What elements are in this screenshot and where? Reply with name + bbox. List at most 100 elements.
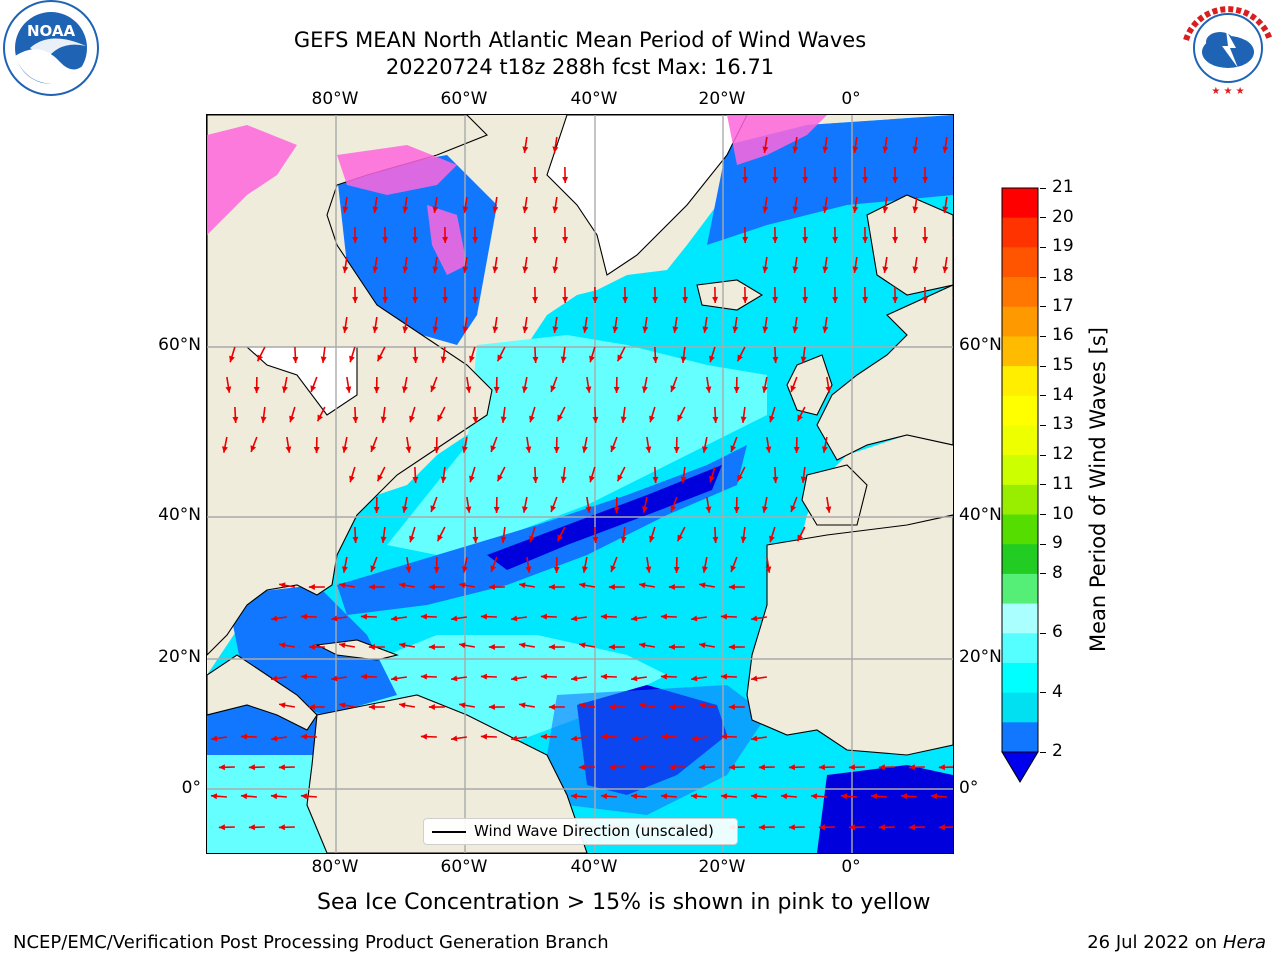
wind-wave-arrow-head bbox=[550, 505, 557, 512]
wind-wave-arrow-head bbox=[699, 642, 706, 649]
wind-wave-arrow-head bbox=[308, 584, 315, 591]
wind-wave-arrow-head bbox=[673, 566, 680, 573]
wind-wave-arrow-head bbox=[352, 536, 359, 543]
wind-wave-arrow-head bbox=[832, 176, 839, 183]
wind-wave-arrow-head bbox=[532, 476, 539, 483]
wind-wave-arrow-head bbox=[608, 764, 615, 771]
colorbar-bin bbox=[1002, 484, 1038, 516]
colorbar-tick-label: 15 bbox=[1052, 355, 1074, 376]
wind-wave-arrow-head bbox=[589, 475, 595, 483]
wind-wave-arrow-head bbox=[712, 296, 719, 303]
wind-wave-arrow-head bbox=[271, 615, 278, 622]
wind-wave-arrow-head bbox=[802, 236, 809, 243]
wind-wave-arrow-head bbox=[548, 704, 555, 711]
sea-ice-note: Sea Ice Concentration > 15% is shown in … bbox=[317, 890, 931, 915]
wind-wave-arrow-head bbox=[788, 764, 795, 771]
colorbar-tick-mark bbox=[1040, 246, 1046, 248]
wind-wave-arrow-head bbox=[742, 176, 749, 183]
colorbar-tick-label: 9 bbox=[1052, 533, 1063, 554]
wind-wave-arrow-head bbox=[579, 582, 586, 589]
ocean-pacific-south bbox=[207, 755, 337, 853]
wind-wave-arrow-head bbox=[437, 534, 443, 542]
colorbar-bin bbox=[1002, 722, 1038, 753]
colorbar-tick-label: 6 bbox=[1052, 622, 1063, 643]
wind-wave-arrow-head bbox=[825, 386, 832, 393]
wind-wave-arrow-head bbox=[852, 266, 859, 273]
wind-wave-arrow-head bbox=[772, 296, 779, 303]
wind-wave-arrow-head bbox=[705, 386, 712, 393]
wind-wave-arrow-head bbox=[578, 764, 585, 771]
wind-wave-arrow-head bbox=[465, 506, 472, 513]
colorbar-bin bbox=[1002, 514, 1038, 545]
wind-wave-arrow-head bbox=[639, 642, 646, 649]
wind-wave-arrow-head bbox=[240, 733, 247, 740]
wind-wave-arrow-head bbox=[730, 445, 737, 452]
wind-wave-arrow-head bbox=[300, 613, 307, 620]
wind-wave-arrow-head bbox=[222, 446, 228, 453]
wind-wave-arrow-head bbox=[370, 445, 377, 452]
wind-wave-arrow-head bbox=[670, 385, 677, 392]
wind-wave-arrow-head bbox=[705, 506, 712, 513]
colorbar-bin bbox=[1002, 188, 1038, 219]
colorbar-tick-mark bbox=[1040, 217, 1046, 219]
wind-wave-arrow-head bbox=[428, 584, 435, 591]
wind-wave-arrow-head bbox=[892, 176, 899, 183]
colorbar-tick-mark bbox=[1040, 365, 1046, 367]
colorbar-canvas bbox=[1001, 187, 1039, 783]
map-panel bbox=[206, 114, 954, 854]
wind-wave-arrow-head bbox=[702, 566, 708, 573]
wind-wave-arrow-head bbox=[740, 416, 747, 423]
wind-wave-arrow-head bbox=[740, 536, 747, 543]
wind-wave-arrow-head bbox=[313, 446, 320, 453]
land-iberia bbox=[801, 464, 868, 526]
wind-wave-arrow-head bbox=[582, 326, 589, 333]
lat-tick-left-40n: 40°N bbox=[158, 505, 201, 525]
wind-wave-arrow-head bbox=[451, 735, 458, 742]
wind-wave-arrow-head bbox=[600, 793, 608, 800]
wind-wave-arrow-head bbox=[702, 446, 708, 453]
wind-wave-arrow-head bbox=[240, 793, 248, 800]
wind-wave-arrow-head bbox=[373, 506, 380, 513]
wind-wave-arrow-head bbox=[550, 385, 557, 392]
wind-wave-arrow-head bbox=[652, 356, 659, 363]
wind-wave-arrow-head bbox=[451, 615, 458, 622]
lat-tick-left-0: 0° bbox=[181, 778, 201, 798]
wind-wave-arrow-head bbox=[589, 355, 595, 363]
wind-wave-arrow-head bbox=[668, 704, 675, 711]
wind-wave-arrow-head bbox=[432, 326, 439, 333]
colorbar-tick-label: 19 bbox=[1052, 236, 1074, 257]
wind-wave-arrow-head bbox=[952, 177, 953, 179]
colorbar-bin bbox=[1002, 277, 1038, 308]
wind-wave-arrow-head bbox=[772, 356, 779, 363]
wind-wave-arrow-head bbox=[942, 206, 949, 213]
wind-wave-arrow-head bbox=[279, 582, 286, 589]
colorbar-tick-label: 2 bbox=[1052, 741, 1063, 761]
wind-wave-arrow-head bbox=[339, 642, 346, 649]
map-legend: Wind Wave Direction (unscaled) bbox=[423, 818, 738, 845]
wind-wave-arrow-head bbox=[608, 704, 615, 711]
colorbar-tick-mark bbox=[1040, 306, 1046, 308]
wind-wave-arrow-head bbox=[522, 206, 529, 213]
wind-wave-arrow-head bbox=[412, 476, 419, 483]
wind-wave-arrow-head bbox=[308, 704, 315, 711]
wind-wave-arrow-head bbox=[368, 704, 375, 711]
wind-wave-arrow-head bbox=[488, 704, 495, 711]
wind-wave-arrow-head bbox=[548, 584, 555, 591]
wind-wave-arrow-head bbox=[409, 535, 415, 543]
colorbar-tick-label: 8 bbox=[1052, 562, 1063, 583]
wind-wave-arrow-head bbox=[420, 733, 427, 740]
wind-wave-arrow-head bbox=[300, 793, 308, 800]
wind-wave-arrow-head bbox=[762, 506, 768, 513]
wind-wave-arrow-head bbox=[232, 416, 239, 423]
wind-wave-arrow-head bbox=[758, 824, 765, 831]
wind-wave-arrow-head bbox=[493, 386, 500, 393]
wind-wave-arrow-head bbox=[490, 565, 497, 572]
footer-host: Hera bbox=[1222, 932, 1266, 953]
wind-wave-arrow-head bbox=[497, 354, 503, 362]
wind-wave-arrow-head bbox=[382, 236, 389, 243]
wind-wave-arrow-head bbox=[818, 824, 825, 831]
wind-wave-arrow-head bbox=[942, 146, 949, 153]
wind-wave-arrow-head bbox=[762, 206, 769, 213]
wind-wave-arrow-head bbox=[922, 296, 929, 303]
land bbox=[207, 115, 953, 853]
